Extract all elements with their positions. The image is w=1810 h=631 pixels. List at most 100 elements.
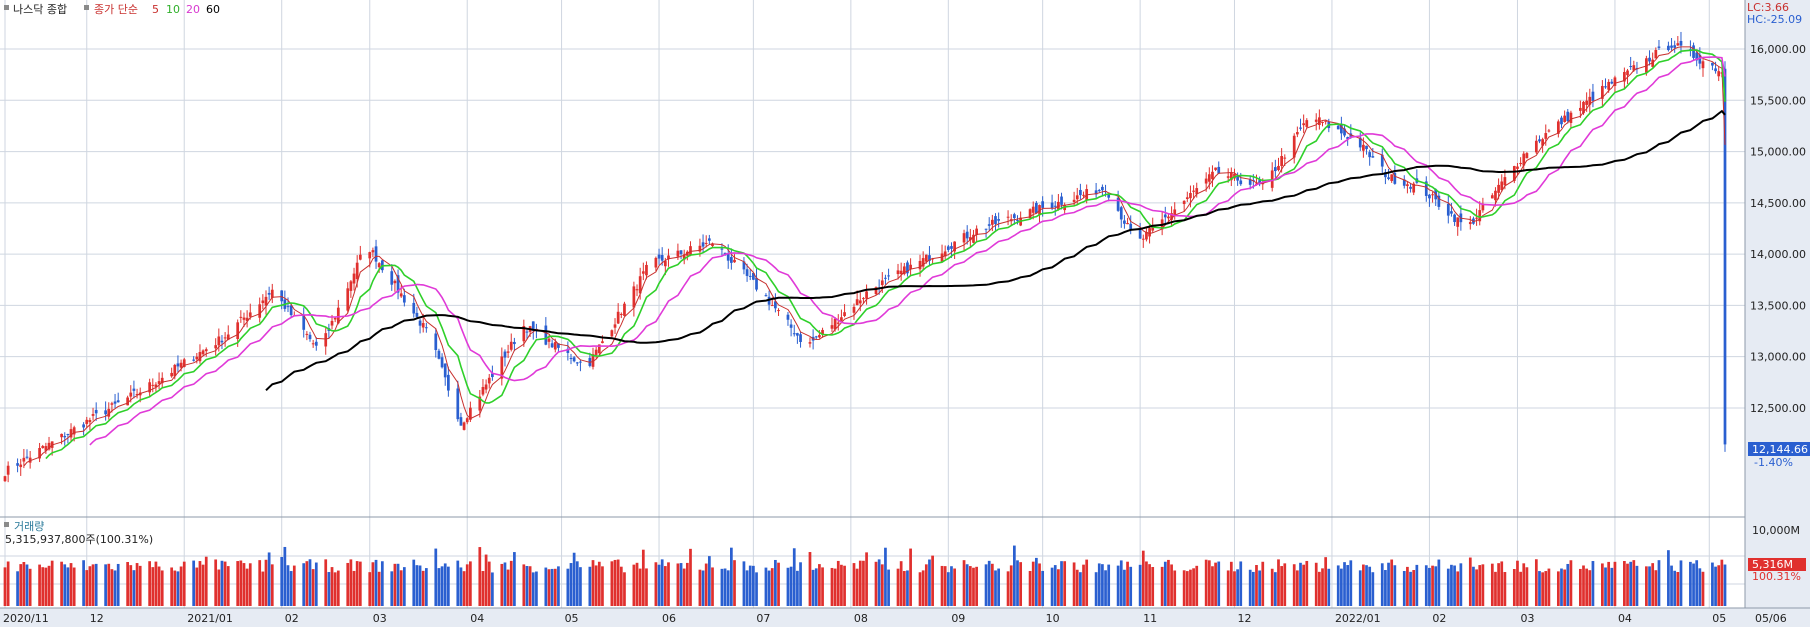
candle-body — [182, 359, 186, 367]
candle-body — [616, 311, 620, 324]
volume-bar — [217, 569, 221, 606]
candle-body — [550, 343, 554, 348]
candle-body — [41, 446, 45, 449]
candle-body — [1163, 214, 1167, 218]
candle-body — [921, 258, 925, 267]
candle-body — [1409, 186, 1412, 189]
candle-body — [632, 286, 636, 308]
volume-bar — [1336, 565, 1340, 606]
candle-body — [28, 457, 32, 463]
volume-bar — [1534, 559, 1538, 606]
volume-bar — [157, 566, 161, 606]
candle-body — [1038, 205, 1041, 215]
candle-body — [1591, 91, 1595, 101]
candle-body — [950, 246, 953, 249]
volume-bar — [1295, 570, 1299, 606]
volume-bar — [151, 567, 155, 606]
volume-bar — [1393, 565, 1397, 606]
candle-body — [836, 322, 840, 324]
candle-body — [1393, 172, 1397, 184]
volume-bar — [1601, 563, 1604, 606]
volume-bar — [1141, 550, 1145, 606]
candle-body — [1295, 132, 1299, 135]
volume-bar — [1566, 563, 1570, 606]
volume-bar — [264, 559, 268, 606]
volume-bar — [1607, 561, 1611, 606]
volume-bar — [660, 559, 664, 606]
volume-bar — [569, 563, 573, 606]
candle-body — [638, 276, 642, 294]
volume-bar — [814, 568, 818, 606]
legend-bullet-2 — [84, 5, 89, 10]
volume-bar — [1362, 564, 1365, 606]
candle-body — [796, 333, 799, 336]
volume-last-value: 5,316M — [1752, 558, 1793, 571]
candle-body — [962, 233, 966, 243]
candle-body — [544, 325, 548, 345]
candle-body — [733, 259, 736, 263]
volume-bar — [1006, 571, 1010, 606]
candle-body — [1629, 66, 1633, 68]
candle-body — [1481, 203, 1485, 211]
candle-body — [459, 417, 463, 426]
volume-bar — [1251, 571, 1255, 606]
volume-bar — [173, 570, 177, 606]
volume-bar — [371, 562, 375, 606]
candle-body — [503, 351, 507, 358]
candle-body — [1368, 152, 1372, 158]
volume-bar — [720, 568, 724, 606]
volume-bar — [226, 566, 230, 606]
candle-body — [1371, 156, 1375, 158]
candle-body — [1060, 196, 1063, 205]
volume-bar — [484, 554, 488, 606]
volume-bar — [723, 568, 727, 606]
volume-bar — [280, 556, 284, 606]
candle-body — [682, 254, 686, 260]
candle-body — [745, 269, 749, 276]
candle-body — [610, 330, 614, 337]
volume-bar — [47, 565, 51, 606]
candle-body — [1717, 71, 1721, 77]
candle-body — [792, 333, 796, 335]
volume-bar — [984, 564, 988, 606]
candle-body — [918, 260, 922, 270]
candle-body — [997, 219, 1000, 221]
volume-bar — [440, 566, 444, 606]
volume-bar — [522, 564, 526, 606]
candle-body — [1318, 117, 1321, 125]
last-price-tag — [1748, 442, 1810, 456]
volume-bar — [478, 547, 482, 606]
volume-last-tag — [1748, 558, 1806, 571]
volume-bar — [346, 562, 350, 606]
candle-body — [525, 331, 529, 333]
candle-body — [148, 382, 152, 393]
volume-bar — [1556, 571, 1560, 606]
volume-bar — [214, 559, 218, 606]
volume-bar — [82, 560, 85, 606]
candle-body — [1119, 207, 1123, 220]
volume-bar — [1063, 561, 1067, 606]
candle-body — [679, 250, 683, 255]
volume-bar — [575, 561, 579, 606]
candle-body — [173, 364, 177, 377]
candle-body — [1012, 214, 1016, 218]
volume-bar — [1701, 571, 1705, 606]
volume-bar — [547, 569, 551, 606]
volume-bar — [821, 567, 824, 606]
candle-body — [1094, 190, 1098, 195]
volume-bar — [616, 559, 620, 606]
volume-bar — [1676, 571, 1680, 606]
date-tick-label: 2020/11 — [3, 612, 49, 625]
candle-body — [990, 219, 994, 225]
volume-bar — [308, 559, 312, 606]
volume-bar — [1314, 562, 1318, 606]
volume-bar — [1189, 569, 1192, 606]
volume-bar — [525, 565, 529, 606]
candle-body — [1522, 153, 1526, 166]
candle-body — [314, 341, 318, 346]
candle-body — [1126, 223, 1129, 225]
volume-bar — [50, 560, 54, 606]
volume-bar — [1645, 566, 1648, 606]
candle-body — [487, 377, 491, 384]
